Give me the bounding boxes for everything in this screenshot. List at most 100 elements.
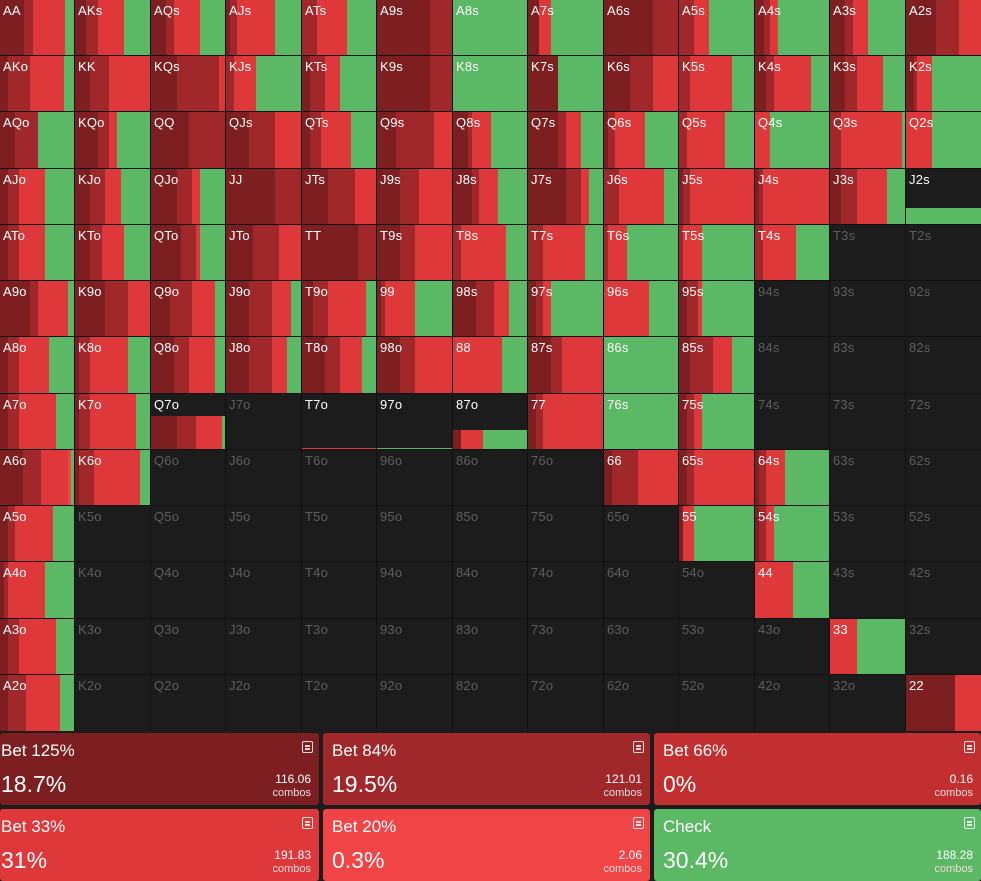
hand-cell[interactable]: KJs [226,56,302,112]
hand-cell[interactable]: Q2o [151,675,226,731]
hand-cell[interactable]: KJo [75,169,151,225]
hand-cell[interactable]: Q7o [151,394,226,450]
notes-icon[interactable] [964,817,975,829]
hand-cell[interactable]: A5o [0,506,75,562]
hand-cell[interactable]: 97s [528,281,604,337]
hand-cell[interactable]: 52s [906,506,981,562]
hand-cell[interactable]: 96o [377,450,453,506]
hand-cell[interactable]: ATs [302,0,377,56]
hand-cell[interactable]: 76s [604,394,679,450]
hand-cell[interactable]: 76o [528,450,604,506]
hand-cell[interactable]: 94o [377,562,453,619]
hand-cell[interactable]: ATo [0,225,75,281]
hand-cell[interactable]: A9s [377,0,453,56]
hand-cell[interactable]: 44 [755,562,830,619]
hand-cell[interactable]: Q9o [151,281,226,337]
hand-cell[interactable]: K4s [755,56,830,112]
hand-cell[interactable]: 64o [604,562,679,619]
hand-cell[interactable]: 72o [528,675,604,731]
hand-cell[interactable]: QJs [226,112,302,169]
hand-cell[interactable]: 95o [377,506,453,562]
notes-icon[interactable] [302,741,313,753]
hand-cell[interactable]: 65s [679,450,755,506]
hand-cell[interactable]: QQ [151,112,226,169]
hand-cell[interactable]: T2o [302,675,377,731]
hand-cell[interactable]: K9s [377,56,453,112]
hand-cell[interactable]: 87o [453,394,528,450]
hand-cell[interactable]: 84s [755,337,830,394]
hand-cell[interactable]: QTs [302,112,377,169]
hand-cell[interactable]: 86s [604,337,679,394]
hand-cell[interactable]: T9s [377,225,453,281]
hand-cell[interactable]: Q6s [604,112,679,169]
hand-cell[interactable]: K8s [453,56,528,112]
hand-cell[interactable]: Q8s [453,112,528,169]
hand-cell[interactable]: Q3s [830,112,906,169]
hand-cell[interactable]: K6s [604,56,679,112]
hand-cell[interactable]: J6s [604,169,679,225]
hand-cell[interactable]: J8s [453,169,528,225]
hand-cell[interactable]: Q5o [151,506,226,562]
hand-cell[interactable]: T5s [679,225,755,281]
hand-cell[interactable]: A3s [830,0,906,56]
hand-cell[interactable]: J2s [906,169,981,225]
hand-cell[interactable]: JTo [226,225,302,281]
hand-cell[interactable]: J2o [226,675,302,731]
hand-cell[interactable]: 82o [453,675,528,731]
hand-cell[interactable]: QJo [151,169,226,225]
hand-cell[interactable]: J5o [226,506,302,562]
hand-cell[interactable]: 42o [755,675,830,731]
hand-cell[interactable]: J9s [377,169,453,225]
hand-cell[interactable]: 22 [906,675,981,731]
hand-cell[interactable]: 97o [377,394,453,450]
hand-cell[interactable]: KQs [151,56,226,112]
hand-cell[interactable]: 73o [528,619,604,675]
hand-cell[interactable]: 65o [604,506,679,562]
hand-cell[interactable]: 62o [604,675,679,731]
hand-cell[interactable]: 98o [377,337,453,394]
hand-cell[interactable]: T7s [528,225,604,281]
hand-cell[interactable]: K2s [906,56,981,112]
hand-cell[interactable]: 53o [679,619,755,675]
hand-cell[interactable]: J5s [679,169,755,225]
hand-cell[interactable]: KK [75,56,151,112]
hand-cell[interactable]: 96s [604,281,679,337]
hand-cell[interactable]: A7s [528,0,604,56]
hand-cell[interactable]: Q8o [151,337,226,394]
hand-cell[interactable]: Q7s [528,112,604,169]
action-panel-bet-33[interactable]: Bet 33% 31% 191.83 combos [0,809,319,881]
hand-cell[interactable]: 88 [453,337,528,394]
hand-cell[interactable]: A7o [0,394,75,450]
hand-cell[interactable]: 75s [679,394,755,450]
action-panel-bet-20[interactable]: Bet 20% 0.3% 2.06 combos [323,809,650,881]
hand-cell[interactable]: K4o [75,562,151,619]
hand-cell[interactable]: T4o [302,562,377,619]
hand-cell[interactable]: K9o [75,281,151,337]
hand-cell[interactable]: A8s [453,0,528,56]
hand-cell[interactable]: 92o [377,675,453,731]
hand-cell[interactable]: K2o [75,675,151,731]
hand-cell[interactable]: 93o [377,619,453,675]
hand-cell[interactable]: 32o [830,675,906,731]
hand-cell[interactable]: 33 [830,619,906,675]
hand-cell[interactable]: 83s [830,337,906,394]
hand-cell[interactable]: 99 [377,281,453,337]
hand-cell[interactable]: 52o [679,675,755,731]
hand-cell[interactable]: 42s [906,562,981,619]
hand-cell[interactable]: JTs [302,169,377,225]
hand-cell[interactable]: A8o [0,337,75,394]
hand-cell[interactable]: 94s [755,281,830,337]
hand-cell[interactable]: J7s [528,169,604,225]
hand-cell[interactable]: KQo [75,112,151,169]
hand-cell[interactable]: Q3o [151,619,226,675]
hand-cell[interactable]: 82s [906,337,981,394]
hand-cell[interactable]: A3o [0,619,75,675]
hand-cell[interactable]: T8o [302,337,377,394]
hand-cell[interactable]: Q4o [151,562,226,619]
hand-cell[interactable]: K8o [75,337,151,394]
hand-cell[interactable]: 85s [679,337,755,394]
hand-cell[interactable]: 85o [453,506,528,562]
hand-cell[interactable]: 43o [755,619,830,675]
hand-cell[interactable]: J4o [226,562,302,619]
hand-cell[interactable]: 84o [453,562,528,619]
